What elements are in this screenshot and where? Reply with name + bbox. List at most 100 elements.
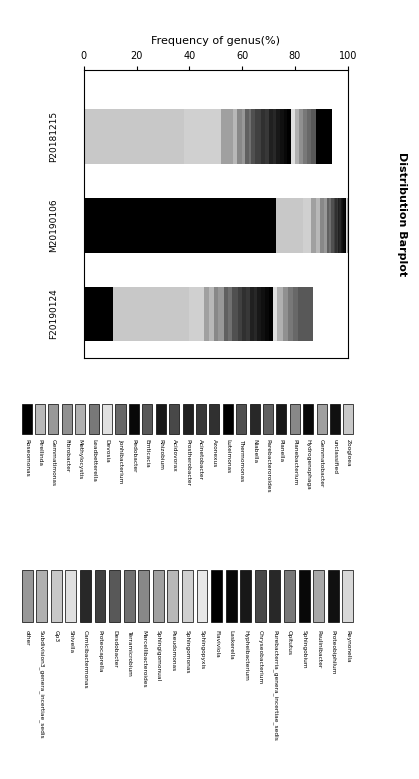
Text: Planebacterium: Planebacterium (292, 439, 297, 485)
Bar (334, 198, 335, 253)
Bar (102, 404, 112, 434)
Bar (196, 404, 206, 434)
Text: Thermomonas: Thermomonas (238, 439, 243, 481)
Bar (75, 404, 85, 434)
Bar (124, 570, 134, 622)
Bar (277, 287, 282, 341)
Bar (84, 287, 113, 341)
Bar (303, 109, 307, 164)
Bar (331, 198, 334, 253)
Bar (269, 287, 273, 341)
Bar (242, 287, 246, 341)
Bar (328, 570, 339, 622)
Text: Planella: Planella (279, 439, 284, 462)
Text: Desdobacter: Desdobacter (112, 630, 117, 668)
Bar (330, 404, 340, 434)
Bar (324, 198, 327, 253)
Bar (84, 198, 277, 253)
Text: Acidovorax: Acidovorax (171, 439, 176, 472)
Text: Devosia: Devosia (104, 439, 109, 463)
Bar (255, 570, 266, 622)
Text: Acinetobacter: Acinetobacter (198, 439, 203, 480)
Bar (246, 287, 250, 341)
Bar (277, 109, 280, 164)
Text: Opitutus: Opitutus (287, 630, 292, 655)
Bar (265, 287, 269, 341)
Bar (288, 287, 293, 341)
Bar (311, 198, 316, 253)
Text: Gemmatimonas: Gemmatimonas (51, 439, 56, 486)
Text: Gemmatobacter: Gemmatobacter (319, 439, 324, 488)
Text: Jonhibacterium: Jonhibacterium (118, 439, 123, 483)
Text: Chryseobacterium: Chryseobacterium (258, 630, 263, 685)
Bar (342, 198, 343, 253)
Text: Roseomonas: Roseomonas (24, 439, 29, 477)
Text: other: other (25, 630, 30, 646)
Text: Paulinibacter: Paulinibacter (316, 630, 321, 668)
Bar (223, 404, 233, 434)
Text: Proteobiphilum: Proteobiphilum (331, 630, 336, 675)
Text: Subdivision3_genera_incertiae_sedis: Subdivision3_genera_incertiae_sedis (39, 630, 44, 738)
Bar (291, 109, 295, 164)
Bar (218, 287, 224, 341)
Bar (183, 404, 193, 434)
Text: Methylocystis: Methylocystis (78, 439, 83, 479)
Bar (299, 109, 303, 164)
Bar (339, 198, 341, 253)
Bar (153, 570, 164, 622)
Text: Laskerella: Laskerella (229, 630, 234, 660)
Bar (316, 198, 320, 253)
Text: Pseudomonas: Pseudomonas (170, 630, 175, 671)
Bar (284, 570, 295, 622)
Text: Luteimonas: Luteimonas (225, 439, 230, 473)
Bar (168, 570, 178, 622)
Bar (109, 570, 120, 622)
Bar (184, 109, 221, 164)
Bar (299, 570, 310, 622)
Bar (269, 109, 272, 164)
Bar (142, 404, 153, 434)
Bar (265, 109, 269, 164)
Bar (36, 570, 47, 622)
Bar (51, 570, 62, 622)
Bar (269, 570, 280, 622)
Text: Emticacia: Emticacia (145, 439, 150, 467)
Bar (182, 570, 193, 622)
Bar (250, 287, 253, 341)
Bar (233, 287, 238, 341)
Text: Reynonella: Reynonella (345, 630, 350, 663)
Text: Parebacteroroides: Parebacteroroides (265, 439, 270, 492)
Text: Marcellibacteroides: Marcellibacteroides (141, 630, 146, 688)
Bar (338, 198, 339, 253)
Bar (211, 570, 222, 622)
Text: Terramicrobium: Terramicrobium (127, 630, 132, 676)
Bar (240, 570, 251, 622)
Bar (327, 198, 329, 253)
Bar (303, 198, 311, 253)
Bar (317, 404, 327, 434)
Text: Fibrobacter: Fibrobacter (64, 439, 69, 472)
Bar (307, 109, 311, 164)
Text: Proteocaprella: Proteocaprella (98, 630, 102, 673)
Bar (258, 287, 261, 341)
Bar (298, 287, 313, 341)
Text: Gp3: Gp3 (54, 630, 59, 643)
Bar (285, 109, 287, 164)
Bar (335, 198, 337, 253)
Bar (80, 570, 91, 622)
Text: Prostherobacter: Prostherobacter (185, 439, 190, 486)
Text: unclassified: unclassified (332, 439, 337, 474)
Text: Distribution Barplot: Distribution Barplot (397, 152, 407, 277)
Bar (282, 287, 288, 341)
Bar (251, 109, 256, 164)
Bar (22, 570, 33, 622)
Bar (129, 404, 139, 434)
Text: Sphingopyxis: Sphingopyxis (199, 630, 204, 669)
Text: Pirellinda: Pirellinda (37, 439, 42, 466)
Bar (303, 404, 313, 434)
Bar (261, 287, 265, 341)
Bar (197, 570, 207, 622)
Bar (84, 109, 184, 164)
Bar (341, 198, 342, 253)
Bar (89, 404, 99, 434)
